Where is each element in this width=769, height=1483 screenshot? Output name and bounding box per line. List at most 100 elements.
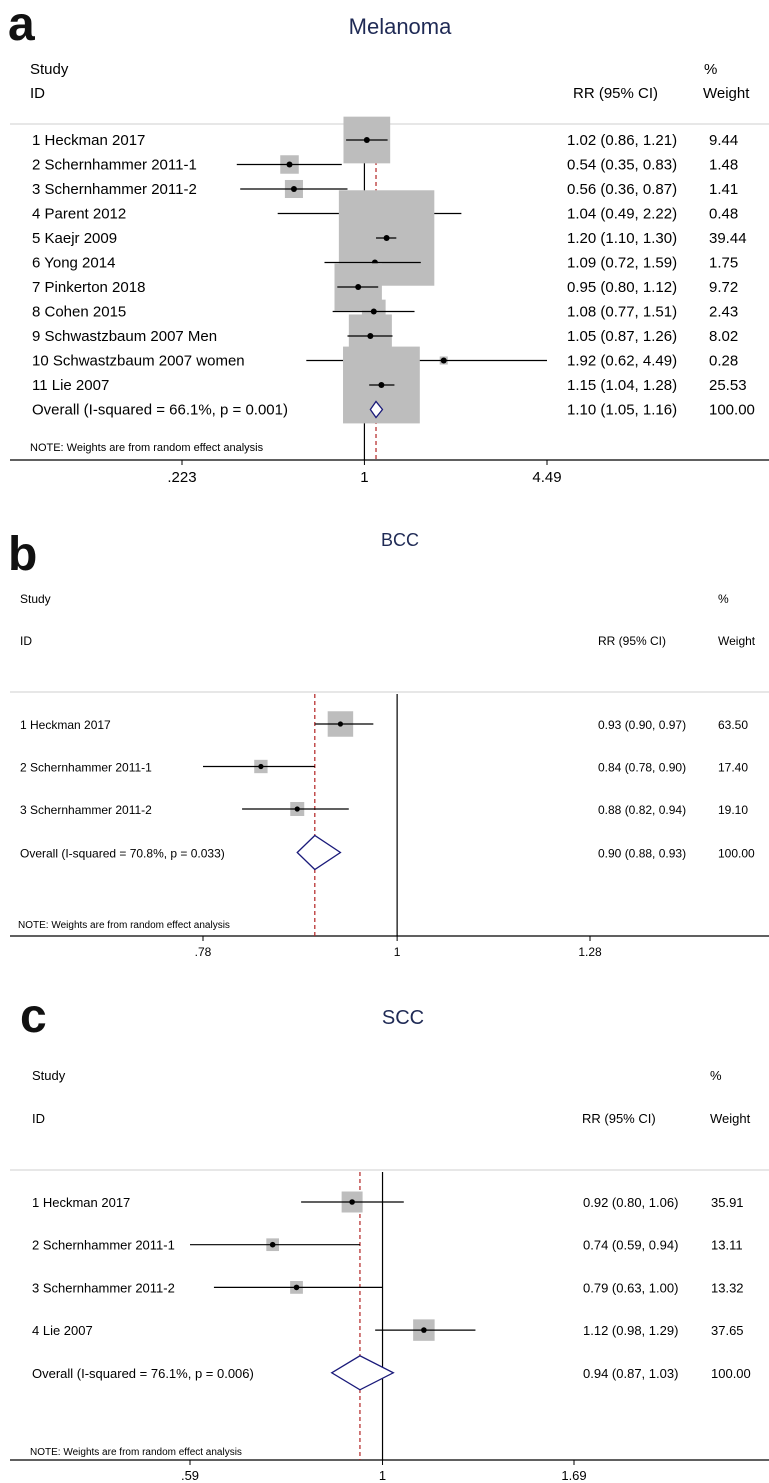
study-point-estimate — [290, 186, 297, 192]
header-weight: Weight — [703, 85, 750, 102]
study-point-estimate — [349, 1199, 355, 1205]
header-weight: Weight — [718, 634, 756, 648]
study-rr-ci: 0.88 (0.82, 0.94) — [598, 803, 686, 817]
study-rr-ci: 1.05 (0.87, 1.26) — [567, 328, 677, 345]
panel-title: SCC — [382, 1007, 424, 1029]
study-label: 2 Schernhammer 2011-1 — [32, 157, 197, 174]
study-rr-ci: 1.15 (1.04, 1.28) — [567, 377, 677, 394]
study-rr-ci: 0.93 (0.90, 0.97) — [598, 718, 686, 732]
study-rr-ci: 0.79 (0.63, 1.00) — [583, 1280, 678, 1295]
header-percent: % — [718, 592, 729, 606]
study-point-estimate — [269, 1241, 276, 1248]
overall-label: Overall (I-squared = 76.1%, p = 0.006) — [32, 1366, 254, 1381]
panel-letter: c — [20, 990, 47, 1043]
x-tick-label: .59 — [181, 1468, 199, 1483]
study-label: 1 Heckman 2017 — [20, 718, 111, 732]
study-weight: 1.75 — [709, 255, 738, 272]
x-tick-label: 1 — [394, 945, 401, 959]
study-point-estimate — [370, 308, 377, 315]
study-point-estimate — [421, 1327, 427, 1333]
study-rr-ci: 0.56 (0.36, 0.87) — [567, 181, 677, 198]
header-percent: % — [710, 1068, 722, 1083]
study-point-estimate — [355, 284, 362, 290]
overall-diamond — [296, 834, 342, 871]
study-point-estimate — [286, 161, 293, 168]
study-weight: 17.40 — [718, 761, 748, 775]
study-weight: 0.48 — [709, 206, 738, 223]
study-rr-ci: 0.74 (0.59, 0.94) — [583, 1238, 678, 1253]
x-tick-label: 4.49 — [532, 469, 561, 486]
study-weight: 9.72 — [709, 279, 738, 296]
study-label: 3 Schernhammer 2011-2 — [32, 1280, 175, 1295]
x-tick-label: .223 — [167, 469, 196, 486]
study-rr-ci: 1.02 (0.86, 1.21) — [567, 132, 677, 149]
study-weight: 2.43 — [709, 304, 738, 321]
study-label: 7 Pinkerton 2018 — [32, 279, 145, 296]
study-rr-ci: 1.09 (0.72, 1.59) — [567, 255, 677, 272]
header-rr-ci: RR (95% CI) — [598, 634, 666, 648]
study-label: 1 Heckman 2017 — [32, 1195, 130, 1210]
x-tick-label: 1 — [379, 1468, 386, 1483]
header-id: ID — [20, 634, 32, 648]
study-label: 6 Yong 2014 — [32, 255, 115, 272]
study-point-estimate — [383, 235, 390, 241]
study-weight: 8.02 — [709, 328, 738, 345]
study-point-estimate — [258, 763, 264, 770]
x-tick-label: 1.69 — [561, 1468, 586, 1483]
study-rr-ci: 1.20 (1.10, 1.30) — [567, 230, 677, 247]
study-point-estimate — [440, 357, 447, 364]
overall-weight: 100.00 — [711, 1366, 751, 1381]
study-label: 3 Schernhammer 2011-2 — [32, 181, 197, 198]
weights-note: NOTE: Weights are from random effect ana… — [18, 920, 230, 931]
header-study: Study — [30, 61, 69, 78]
study-rr-ci: 1.12 (0.98, 1.29) — [583, 1323, 678, 1338]
study-weight: 1.48 — [709, 157, 738, 174]
header-rr-ci: RR (95% CI) — [573, 85, 658, 102]
study-label: 9 Schwastzbaum 2007 Men — [32, 328, 217, 345]
header-percent: % — [704, 61, 717, 78]
study-weight: 13.11 — [711, 1238, 743, 1253]
study-label: 5 Kaejr 2009 — [32, 230, 117, 247]
panel-letter: a — [8, 0, 35, 51]
header-rr-ci: RR (95% CI) — [582, 1111, 656, 1126]
overall-diamond — [330, 1355, 395, 1391]
study-weight: 63.50 — [718, 718, 748, 732]
weights-note: NOTE: Weights are from random effect ana… — [30, 442, 264, 454]
study-point-estimate — [367, 333, 374, 339]
study-label: 2 Schernhammer 2011-1 — [20, 761, 152, 775]
overall-label: Overall (I-squared = 70.8%, p = 0.033) — [20, 847, 225, 861]
panel-letter: b — [8, 528, 37, 581]
study-point-estimate — [293, 1284, 300, 1291]
study-rr-ci: 0.95 (0.80, 1.12) — [567, 279, 677, 296]
study-label: 8 Cohen 2015 — [32, 304, 126, 321]
study-point-estimate — [294, 806, 300, 812]
header-study: Study — [32, 1068, 66, 1083]
study-label: 4 Parent 2012 — [32, 206, 126, 223]
study-rr-ci: 0.54 (0.35, 0.83) — [567, 157, 677, 174]
overall-label: Overall (I-squared = 66.1%, p = 0.001) — [32, 402, 288, 419]
study-label: 1 Heckman 2017 — [32, 132, 145, 149]
study-label: 2 Schernhammer 2011-1 — [32, 1238, 175, 1253]
study-label: 11 Lie 2007 — [32, 377, 109, 394]
study-point-estimate — [363, 137, 370, 143]
x-tick-label: 1 — [360, 469, 368, 486]
study-rr-ci: 1.08 (0.77, 1.51) — [567, 304, 677, 321]
overall-rr-ci: 0.90 (0.88, 0.93) — [598, 847, 686, 861]
study-weight: 39.44 — [709, 230, 747, 247]
study-label: 10 Schwastzbaum 2007 women — [32, 353, 245, 370]
study-weight: 37.65 — [711, 1323, 744, 1338]
header-study: Study — [20, 592, 51, 606]
overall-diamond — [369, 400, 384, 419]
x-tick-label: .78 — [195, 945, 212, 959]
header-weight: Weight — [710, 1111, 751, 1126]
panel-title: Melanoma — [349, 14, 452, 39]
overall-rr-ci: 1.10 (1.05, 1.16) — [567, 402, 677, 419]
header-id: ID — [32, 1111, 45, 1126]
study-rr-ci: 1.92 (0.62, 4.49) — [567, 353, 677, 370]
study-point-estimate — [378, 382, 385, 388]
study-weight: 9.44 — [709, 132, 738, 149]
panel-title: BCC — [381, 530, 419, 550]
study-rr-ci: 0.92 (0.80, 1.06) — [583, 1195, 678, 1210]
overall-weight: 100.00 — [709, 402, 755, 419]
